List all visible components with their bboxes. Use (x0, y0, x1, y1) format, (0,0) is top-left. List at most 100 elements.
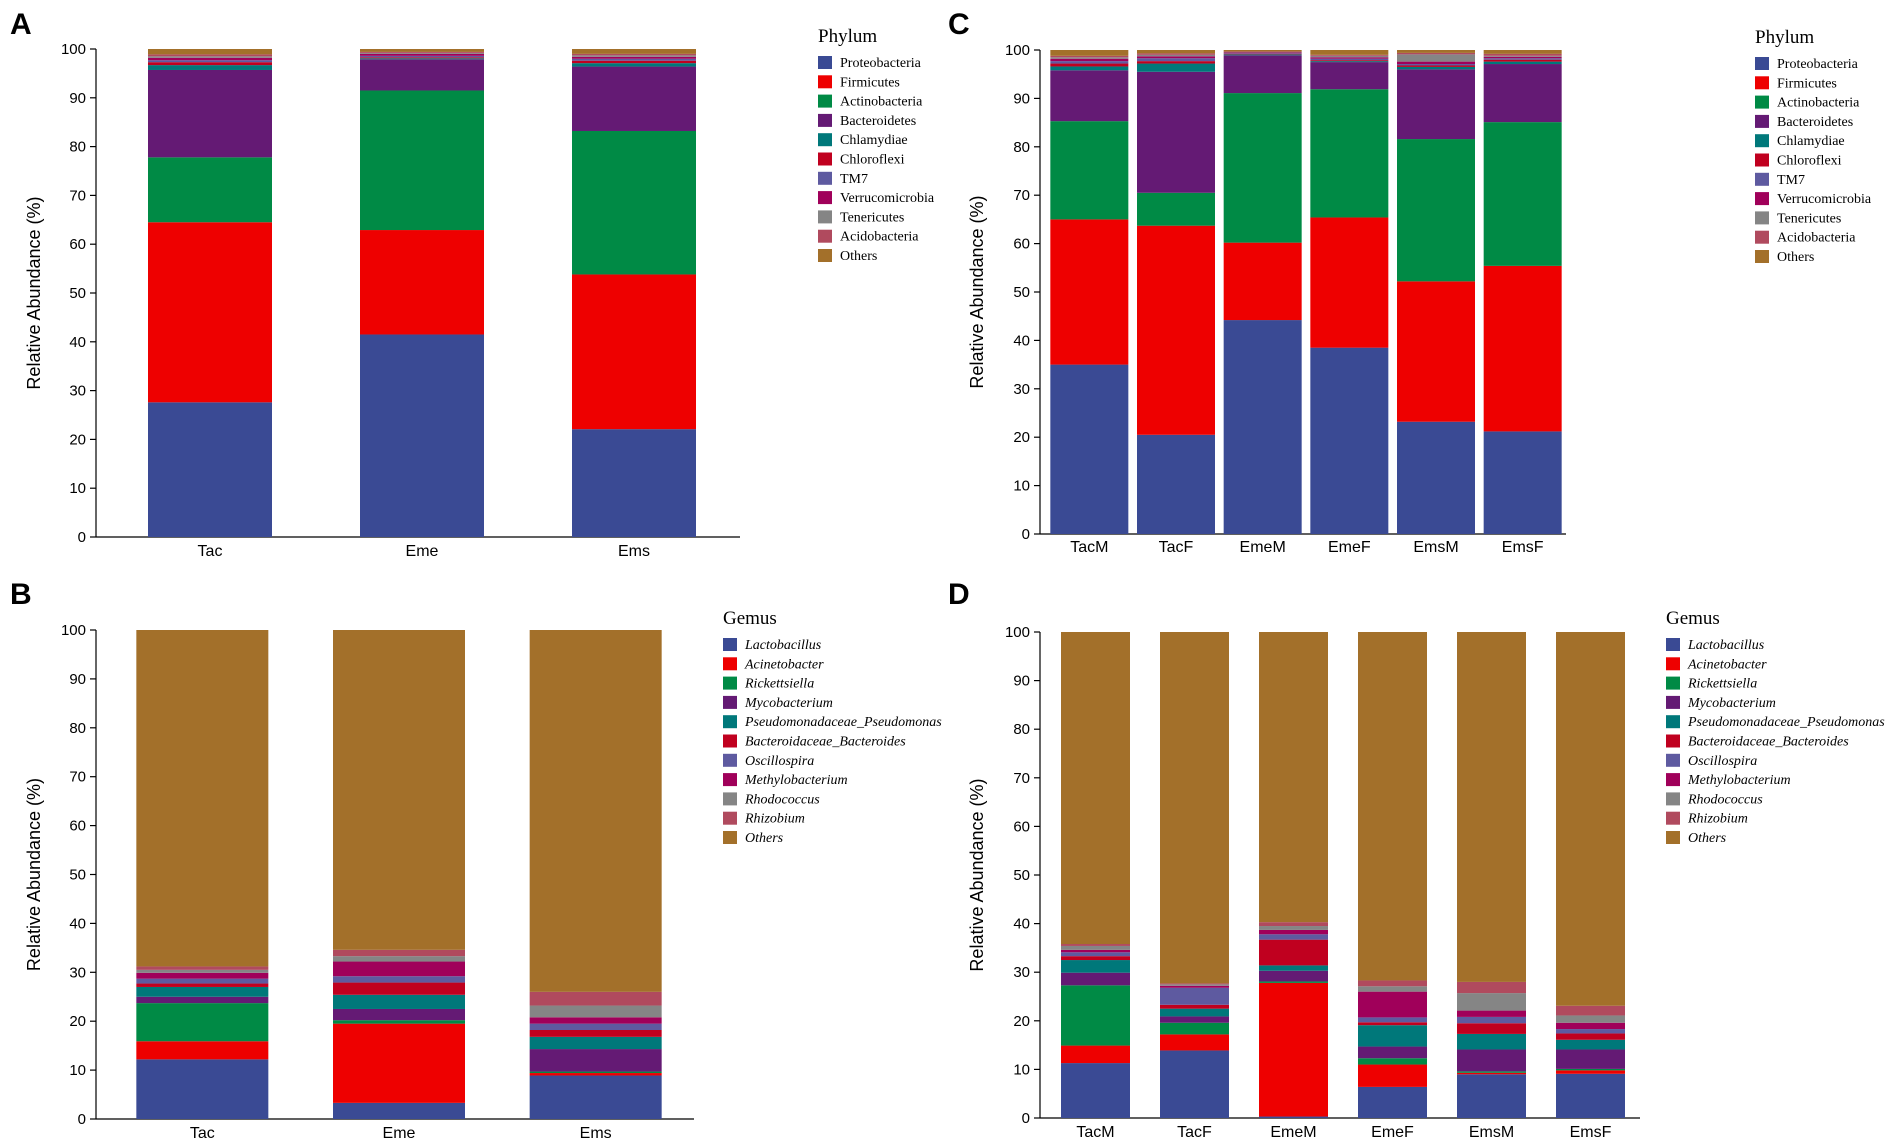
legend-label: Actinobacteria (1777, 96, 1860, 111)
bar-segment-EmeF-Others (1310, 50, 1389, 55)
x-category-label: TacF (1159, 539, 1194, 556)
bar-segment-TacM-Acinetobacter (1061, 1045, 1130, 1064)
bar-segment-EmsM-Bacteroidaceae_Bacteroides (1457, 1023, 1526, 1034)
legend-swatch (1755, 57, 1769, 70)
bar-segment-EmsF-Tenericutes (1483, 55, 1562, 57)
y-tick-label: 90 (1013, 90, 1030, 107)
legend-label: Verrucomicrobia (840, 191, 935, 206)
legend-swatch (818, 152, 832, 166)
legend-label: Firmicutes (840, 75, 900, 90)
legend-swatch (723, 792, 737, 806)
legend-title: Gemus (723, 608, 777, 629)
legend-swatch (1666, 695, 1680, 709)
legend-label: Others (745, 831, 784, 846)
bar-segment-TacF-Firmicutes (1137, 225, 1215, 435)
bar-segment-EmsM-Lactobacillus (1457, 1074, 1526, 1118)
bar-segment-Ems-Lactobacillus (529, 1075, 662, 1119)
bar-segment-TacF-Tenericutes (1137, 54, 1215, 57)
bar-segment-Ems-Rhodococcus (529, 1005, 662, 1018)
bar-segment-EmsF-Acinetobacter (1556, 1070, 1625, 1074)
bar-segment-Ems-Actinobacteria (572, 130, 696, 275)
bar-segment-Tac-Lactobacillus (136, 1059, 269, 1119)
bar-segment-TacF-Pseudomonadaceae_Pseudomonas (1160, 1008, 1229, 1017)
bar-segment-Eme-Chlamydiae (360, 58, 484, 60)
legend-label: Oscillospira (745, 754, 814, 769)
legend-swatch (1666, 734, 1680, 748)
legend-swatch (1755, 134, 1769, 148)
bar-segment-EmsM-Firmicutes (1397, 281, 1475, 422)
bar-segment-Eme-Chloroflexi (360, 57, 484, 59)
legend-swatch (818, 249, 832, 262)
bar-segment-TacM-Firmicutes (1050, 219, 1129, 365)
legend-label: Mycobacterium (744, 696, 833, 711)
bar-segment-Ems-Chloroflexi (572, 60, 696, 64)
bar-segment-TacF-Others (1160, 632, 1229, 984)
y-axis-label: Relative Abundance (%) (24, 196, 44, 389)
bar-segment-Tac-Methylobacterium (136, 972, 269, 979)
x-category-label: EmsM (1469, 1124, 1514, 1141)
y-tick-label: 60 (69, 236, 86, 253)
x-category-label: EmeM (1240, 539, 1286, 556)
bar-segment-EmsF-Chloroflexi (1483, 59, 1562, 62)
bar-segment-Eme-Oscillospira (333, 976, 465, 983)
bar-segment-EmeF-Firmicutes (1310, 217, 1389, 348)
legend-label: Verrucomicrobia (1777, 192, 1872, 207)
legend-label: Bacteroidaceae_Bacteroides (1688, 735, 1849, 750)
x-category-label: Eme (383, 1125, 416, 1142)
legend-swatch (1755, 153, 1769, 167)
bar-segment-EmsF-Lactobacillus (1556, 1073, 1625, 1118)
x-category-label: EmsF (1570, 1124, 1612, 1141)
legend-label: TM7 (840, 172, 868, 187)
y-tick-label: 0 (1022, 1110, 1030, 1127)
bar-segment-EmeM-Rhizobium (1259, 922, 1328, 927)
y-tick-label: 40 (1013, 332, 1030, 349)
legend-swatch (723, 811, 737, 825)
x-category-label: Eme (406, 543, 439, 560)
bar-segment-Ems-Bacteroidaceae_Bacteroides (529, 1030, 662, 1037)
bar-segment-TacF-Chlamydiae (1137, 63, 1215, 72)
legend-label: Others (1688, 831, 1727, 846)
bar-segment-Ems-Oscillospira (529, 1023, 662, 1031)
bar-segment-EmsM-Mycobacterium (1457, 1049, 1526, 1072)
bar-segment-EmsM-Others (1397, 50, 1475, 53)
bar-segment-TacM-Others (1050, 50, 1129, 56)
legend-swatch (1755, 172, 1769, 186)
x-category-label: EmeF (1371, 1124, 1414, 1141)
bar-segment-EmeM-Bacteroidetes (1223, 55, 1302, 94)
bar-segment-EmsF-Rickettsiella (1556, 1068, 1625, 1071)
y-tick-label: 0 (78, 1111, 86, 1128)
legend-label: Others (1777, 250, 1814, 265)
bar-segment-Ems-Bacteroidetes (572, 66, 696, 131)
bar-segment-EmsF-Verrucomicrobia (1483, 56, 1562, 59)
bar-segment-TacM-Oscillospira (1061, 952, 1130, 957)
y-tick-label: 20 (69, 431, 86, 448)
bar-segment-EmsM-TM7 (1397, 64, 1475, 66)
y-tick-label: 20 (69, 1013, 86, 1030)
bar-segment-Tac-Acinetobacter (136, 1041, 269, 1060)
legend-swatch (1666, 753, 1680, 767)
y-tick-label: 50 (1013, 867, 1030, 884)
legend-label: Chlamydiae (1777, 134, 1845, 149)
y-tick-label: 40 (69, 915, 86, 932)
y-tick-label: 30 (1013, 381, 1030, 398)
y-tick-label: 30 (1013, 964, 1030, 981)
y-tick-label: 30 (69, 964, 86, 981)
bar-segment-TacM-Others (1061, 632, 1130, 945)
bar-segment-EmsM-Rickettsiella (1457, 1071, 1526, 1073)
bar-segment-Tac-Firmicutes (148, 222, 272, 403)
bar-segment-EmeF-Pseudomonadaceae_Pseudomonas (1358, 1025, 1427, 1047)
bar-segment-Ems-Acinetobacter (529, 1073, 662, 1076)
legend-label: Lactobacillus (744, 638, 822, 653)
bar-segment-EmsF-TM7 (1483, 58, 1562, 60)
bar-segment-EmsM-Others (1457, 632, 1526, 982)
bar-segment-TacF-Rhizobium (1160, 983, 1229, 985)
y-tick-label: 10 (69, 1062, 86, 1079)
bar-segment-Ems-Rickettsiella (529, 1071, 662, 1074)
legend-swatch (818, 191, 832, 205)
bar-segment-Tac-Others (136, 630, 269, 967)
bar-segment-EmsF-Bacteroidaceae_Bacteroides (1556, 1033, 1625, 1040)
bar-segment-TacM-Acidobacteria (1050, 55, 1129, 58)
y-tick-label: 40 (1013, 916, 1030, 933)
bar-segment-Ems-Firmicutes (572, 274, 696, 430)
bar-segment-EmeF-TM7 (1310, 58, 1389, 61)
